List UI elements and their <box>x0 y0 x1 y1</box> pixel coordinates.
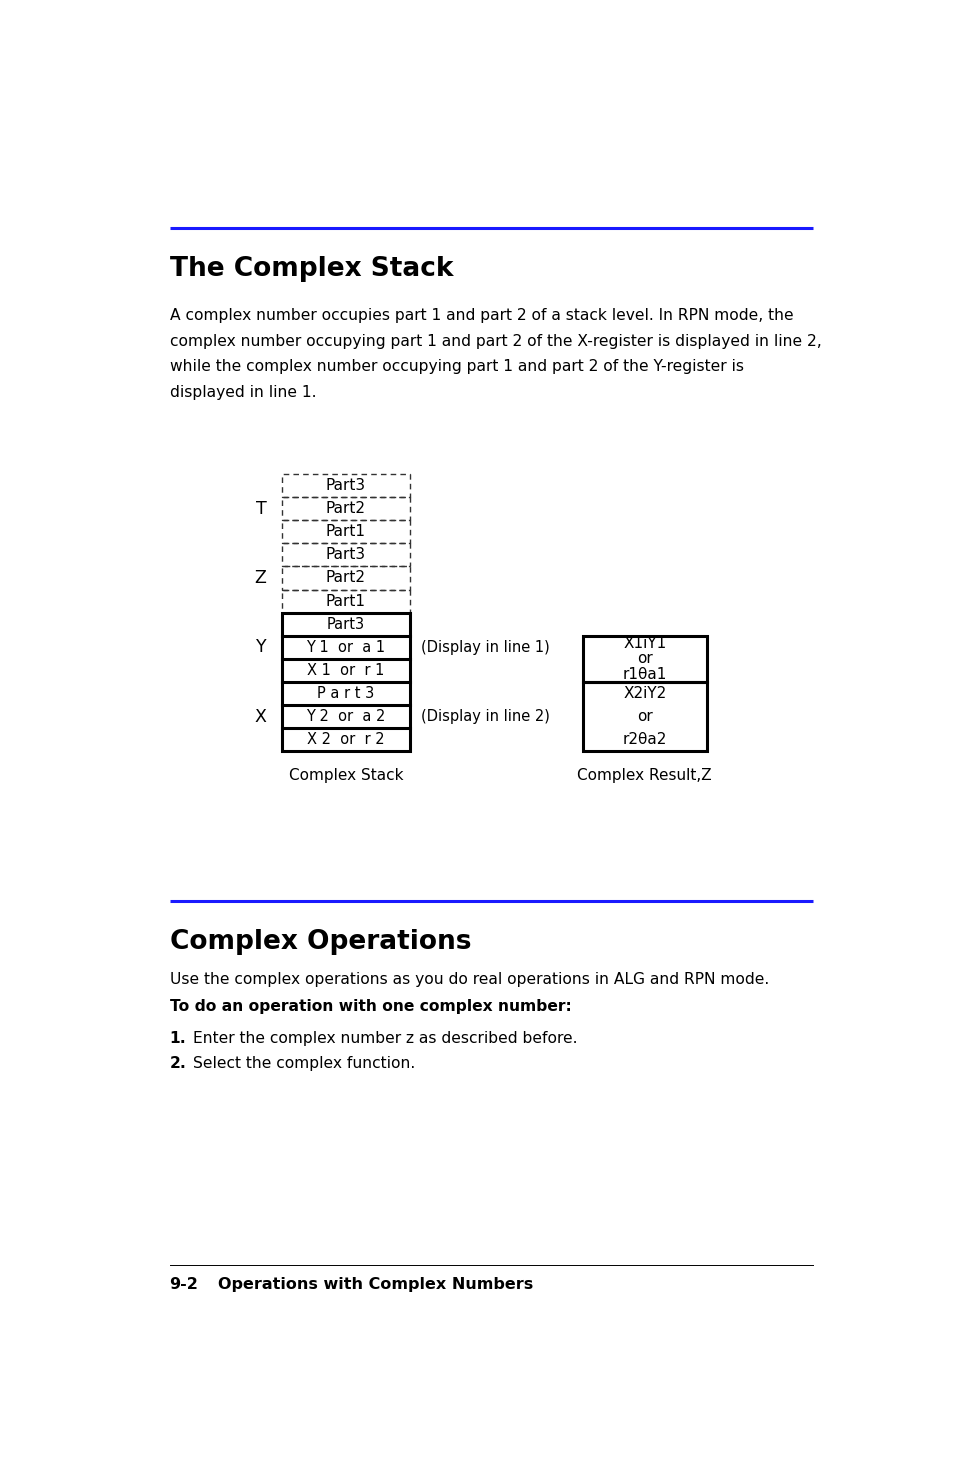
Text: X 2  or  r 2: X 2 or r 2 <box>307 733 384 747</box>
Text: Z: Z <box>254 568 266 588</box>
Bar <box>282 521 410 543</box>
Text: Part3: Part3 <box>327 617 365 632</box>
Text: complex number occupying part 1 and part 2 of the X-register is displayed in lin: complex number occupying part 1 and part… <box>170 334 821 349</box>
Bar <box>282 543 410 567</box>
Text: while the complex number occupying part 1 and part 2 of the Y-register is: while the complex number occupying part … <box>170 360 742 374</box>
Text: r1θa1: r1θa1 <box>622 667 666 682</box>
Text: X 1  or  r 1: X 1 or r 1 <box>307 663 384 678</box>
Text: P a r t 3: P a r t 3 <box>317 687 375 702</box>
Text: T: T <box>255 500 266 518</box>
Text: A complex number occupies part 1 and part 2 of a stack level. In RPN mode, the: A complex number occupies part 1 and par… <box>170 308 792 324</box>
Text: 9-2: 9-2 <box>170 1277 198 1292</box>
Bar <box>282 567 410 589</box>
Text: Enter the complex number z as described before.: Enter the complex number z as described … <box>193 1030 577 1046</box>
Text: Operations with Complex Numbers: Operations with Complex Numbers <box>217 1277 533 1292</box>
Bar <box>582 682 706 752</box>
Text: 1.: 1. <box>170 1030 186 1046</box>
Text: To do an operation with one complex number:: To do an operation with one complex numb… <box>170 999 571 1014</box>
Text: X: X <box>254 707 266 725</box>
Text: 2.: 2. <box>170 1057 186 1072</box>
Bar <box>282 613 410 752</box>
Bar <box>282 474 410 497</box>
Text: Complex Operations: Complex Operations <box>170 929 471 955</box>
Text: (Display in line 2): (Display in line 2) <box>420 709 549 724</box>
Text: X1iY1: X1iY1 <box>622 636 665 651</box>
Bar <box>282 589 410 613</box>
Text: or: or <box>637 709 652 724</box>
Text: Select the complex function.: Select the complex function. <box>193 1057 415 1072</box>
Bar <box>282 497 410 521</box>
Text: The Complex Stack: The Complex Stack <box>170 256 453 283</box>
Text: X2iY2: X2iY2 <box>622 687 665 702</box>
Text: Part1: Part1 <box>326 524 366 539</box>
Text: or: or <box>637 651 652 666</box>
Text: r2θa2: r2θa2 <box>622 733 666 747</box>
Text: Part2: Part2 <box>326 502 366 517</box>
Bar <box>582 636 706 682</box>
Text: Complex Result,Z: Complex Result,Z <box>577 768 711 783</box>
Text: Y: Y <box>255 638 266 656</box>
Text: Part3: Part3 <box>326 548 366 562</box>
Text: Part2: Part2 <box>326 570 366 586</box>
Text: Use the complex operations as you do real operations in ALG and RPN mode.: Use the complex operations as you do rea… <box>170 972 768 987</box>
Text: Y 1  or  a 1: Y 1 or a 1 <box>306 639 385 654</box>
Text: Y 2  or  a 2: Y 2 or a 2 <box>306 709 385 724</box>
Text: Complex Stack: Complex Stack <box>289 768 403 783</box>
Text: Part1: Part1 <box>326 593 366 608</box>
Text: Part3: Part3 <box>326 478 366 493</box>
Text: (Display in line 1): (Display in line 1) <box>420 639 549 654</box>
Text: displayed in line 1.: displayed in line 1. <box>170 385 315 400</box>
